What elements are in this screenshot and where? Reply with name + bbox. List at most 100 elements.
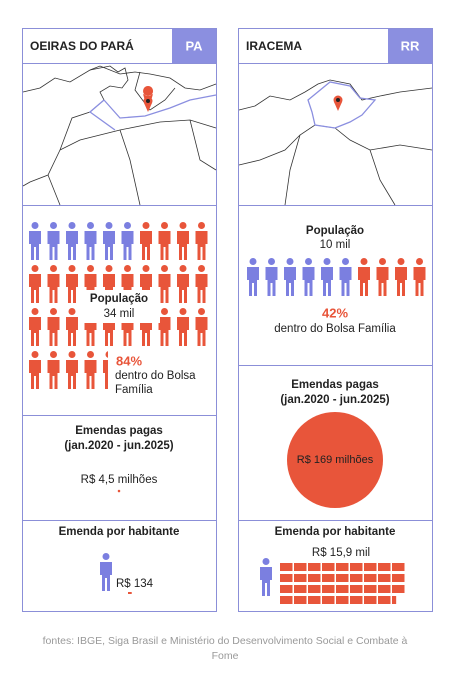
per-hab-cell <box>280 585 293 593</box>
map <box>22 65 217 206</box>
person-body <box>158 231 171 260</box>
per-hab-cell <box>294 596 307 604</box>
person-body <box>358 267 370 296</box>
per-hab-cell <box>308 596 321 604</box>
person-body <box>177 231 189 260</box>
per-hab-cell <box>336 574 349 582</box>
bolsa-percent: 84% <box>116 353 142 368</box>
person-icon <box>29 351 41 389</box>
person-body <box>103 231 115 260</box>
person-head <box>161 222 168 229</box>
person-head <box>161 308 168 315</box>
per-hab-cell <box>294 585 307 593</box>
person-body <box>195 231 208 260</box>
person-icon <box>66 351 78 389</box>
bolsa-text: dentro do Bolsa Família <box>274 323 396 335</box>
person-head <box>87 222 94 229</box>
person-head <box>31 265 39 272</box>
population-label: População <box>90 293 148 305</box>
label-backing <box>108 350 208 402</box>
per-hab-cell <box>378 596 391 604</box>
period: (jan.2020 - jun.2025) <box>280 394 389 406</box>
person-head <box>179 308 187 315</box>
person-head <box>87 265 94 272</box>
person-body <box>260 567 272 596</box>
per-hab-cell <box>392 585 405 593</box>
population-label: População <box>306 225 364 237</box>
person-body <box>29 274 41 303</box>
person-icon <box>47 265 60 303</box>
person-body <box>247 267 259 296</box>
person-head <box>31 222 39 229</box>
person-body <box>84 317 97 346</box>
person-icon <box>47 222 60 260</box>
person-icon <box>100 553 112 591</box>
person-body <box>29 231 41 260</box>
person-icon <box>195 308 208 346</box>
city-name: OEIRAS DO PARÁ <box>30 38 134 53</box>
person-body <box>376 267 389 296</box>
person-icon <box>47 308 60 346</box>
person-body <box>66 360 78 389</box>
person-head <box>31 351 39 358</box>
person-icon <box>84 351 97 389</box>
person-body <box>140 317 152 346</box>
per-hab-cell <box>280 563 293 571</box>
person-head <box>124 222 131 229</box>
person-body <box>195 317 208 346</box>
person-head <box>142 222 150 229</box>
person-icon <box>158 222 171 260</box>
person-icon <box>358 258 370 296</box>
person-icon <box>195 222 208 260</box>
bolsa-text-box: dentro do Bolsa Família <box>115 370 196 396</box>
person-icon <box>158 308 171 346</box>
person-icon <box>247 258 259 296</box>
person-icon <box>284 258 296 296</box>
city-name: IRACEMA <box>246 39 302 53</box>
per-hab-title: Emenda por habitante <box>275 526 396 538</box>
person-icon <box>395 258 407 296</box>
person-icon <box>376 258 389 296</box>
per-hab-cell <box>128 592 132 594</box>
person-icon <box>260 558 272 596</box>
person-icon <box>121 222 134 260</box>
per-hab-cell <box>350 563 363 571</box>
person-body <box>29 317 41 346</box>
person-icon <box>47 351 60 389</box>
person-head <box>268 258 275 265</box>
per-hab-cell <box>350 585 363 593</box>
person-body <box>121 317 134 346</box>
per-hab-cell <box>364 574 377 582</box>
per-hab-cell <box>378 563 391 571</box>
person-head <box>305 258 312 265</box>
person-head <box>124 265 131 272</box>
per-hab-value: R$ 15,9 mil <box>312 547 370 559</box>
per-hab-cell <box>350 574 363 582</box>
person-icon <box>84 222 97 260</box>
person-body <box>158 317 171 346</box>
emendas-circle <box>117 489 121 493</box>
person-head <box>102 553 110 560</box>
person-body <box>84 360 97 389</box>
person-body <box>29 360 41 389</box>
emendas-value: R$ 4,5 milhões <box>81 474 158 486</box>
person-head <box>68 351 76 358</box>
per-hab-cell <box>336 596 349 604</box>
person-body <box>47 360 60 389</box>
person-icon <box>158 265 171 303</box>
person-body <box>195 274 208 303</box>
per-hab-cell <box>364 585 377 593</box>
state-box <box>172 29 216 63</box>
person-head <box>50 222 57 229</box>
person-body <box>140 231 152 260</box>
person-icon <box>66 265 78 303</box>
person-body <box>84 231 97 260</box>
person-head <box>179 222 187 229</box>
per-hab-cell <box>364 596 377 604</box>
person-head <box>198 265 205 272</box>
state-code: RR <box>401 38 420 53</box>
per-hab-cell <box>336 563 349 571</box>
card-frame <box>238 28 433 612</box>
person-head <box>105 265 113 272</box>
person-head <box>68 308 76 315</box>
